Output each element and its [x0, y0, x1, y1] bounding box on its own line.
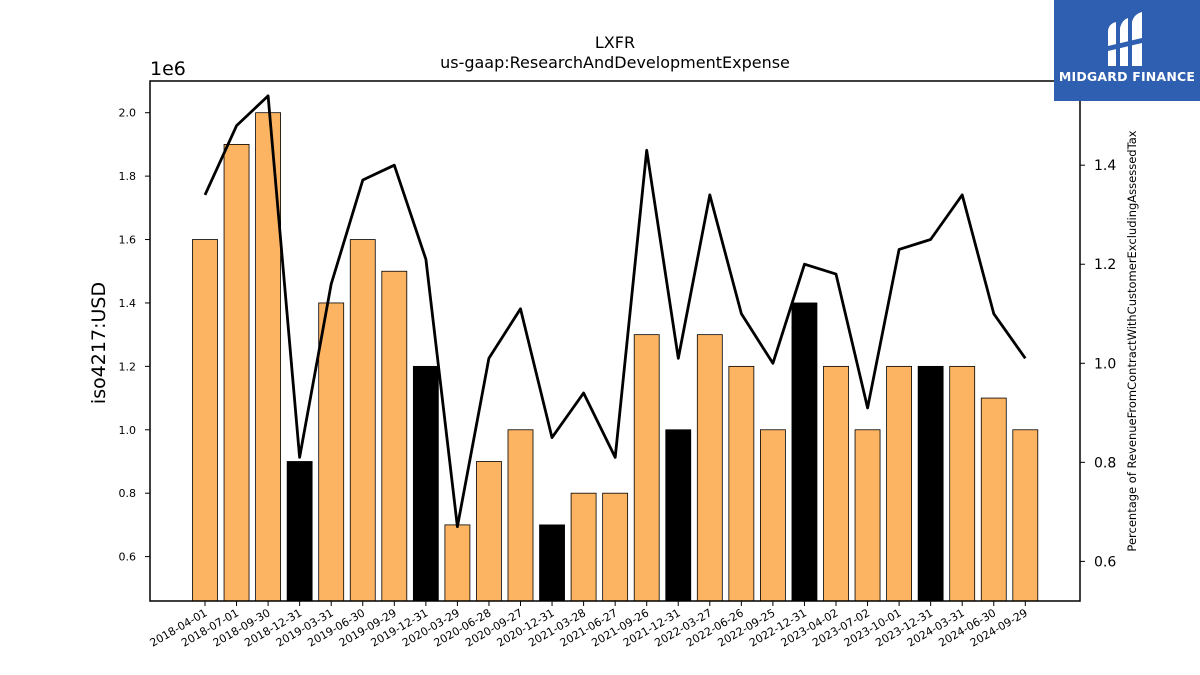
y2-tick-label: 0.6: [1094, 554, 1116, 570]
bar-2024-06-30: [980, 397, 1007, 602]
logo-text: MIDGARD FINANCE: [1058, 69, 1196, 84]
y2-tick-label: 1.4: [1094, 158, 1116, 174]
bar-2019-12-31: [412, 365, 439, 602]
y-offset-label: 1e6: [150, 58, 186, 80]
y-tick-label: 1.6: [119, 234, 137, 247]
bar-2018-12-31: [286, 461, 313, 602]
y2-tick-label: 0.8: [1094, 455, 1116, 471]
bar-2023-04-02: [823, 365, 849, 602]
bar-2018-04-01: [192, 239, 218, 602]
bar-2021-03-28: [570, 492, 597, 602]
y-tick-label: 0.8: [119, 487, 137, 500]
bar-2019-09-29: [381, 270, 408, 602]
chart-subtitle: us-gaap:ResearchAndDevelopmentExpense: [440, 53, 790, 72]
y-tick-label: 2.0: [119, 107, 137, 120]
bar-2020-12-31: [539, 524, 565, 602]
y-tick-label: 1.2: [119, 360, 137, 373]
y2-tick-label: 1.2: [1094, 257, 1116, 273]
bar-2018-07-01: [223, 144, 250, 602]
ratio-line: [203, 94, 1027, 529]
bar-2024-09-29: [1012, 429, 1039, 602]
y2-tick-label: 1.0: [1094, 356, 1116, 372]
bar-2021-06-27: [602, 492, 629, 602]
chart-title: LXFR: [595, 33, 635, 52]
line-series: [203, 94, 1027, 529]
bar-2019-03-31: [318, 302, 345, 602]
y-tick-label: 1.8: [119, 170, 137, 183]
bar-2021-12-31: [665, 429, 692, 602]
bar-2020-03-29: [444, 524, 471, 602]
midgard-logo-icon: [1108, 12, 1142, 66]
bar-2024-03-31: [949, 365, 976, 602]
y-axis-label: iso4217:USD: [88, 282, 110, 404]
bar-2022-12-31: [791, 302, 818, 602]
bar-2023-07-02: [854, 429, 881, 602]
bar-2023-10-01: [886, 365, 912, 602]
bar-2020-09-27: [507, 429, 534, 602]
y2-axis-label: Percentage of RevenueFromContractWithCus…: [1125, 130, 1139, 551]
bar-2021-09-26: [633, 334, 660, 602]
y-tick-label: 1.0: [119, 424, 137, 437]
bar-2019-06-30: [349, 239, 376, 602]
bar-2022-06-26: [728, 365, 755, 602]
logo-badge: MIDGARD FINANCE: [1054, 0, 1200, 101]
bar-2022-03-27: [696, 334, 723, 602]
y-tick-label: 0.6: [119, 551, 137, 564]
bar-2023-12-31: [917, 365, 944, 602]
bar-series: [192, 112, 1039, 602]
bar-2022-09-25: [760, 429, 786, 602]
y-tick-label: 1.4: [119, 297, 137, 310]
bar-2020-06-28: [476, 461, 502, 602]
